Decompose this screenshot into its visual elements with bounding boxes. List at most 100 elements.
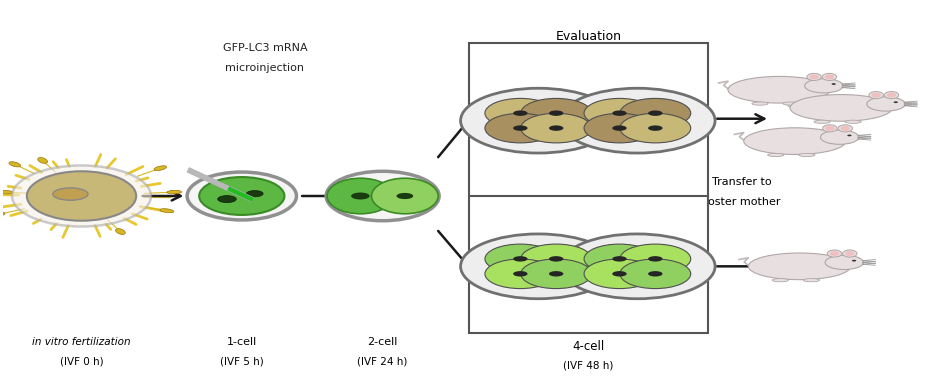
Ellipse shape [326,171,439,221]
Ellipse shape [485,113,555,143]
Ellipse shape [0,212,5,217]
Ellipse shape [752,102,768,105]
Ellipse shape [612,271,626,276]
Ellipse shape [53,188,88,200]
Text: foster mother: foster mother [704,197,780,207]
Ellipse shape [327,178,393,214]
Ellipse shape [648,271,663,276]
Ellipse shape [549,125,564,131]
Text: 4-cell: 4-cell [572,340,605,353]
Ellipse shape [825,74,834,80]
Ellipse shape [372,178,438,214]
FancyBboxPatch shape [469,44,707,333]
Ellipse shape [514,271,528,276]
Ellipse shape [648,125,663,131]
Ellipse shape [620,259,691,289]
Ellipse shape [560,88,715,153]
Ellipse shape [521,113,592,143]
Ellipse shape [825,126,834,131]
Ellipse shape [0,191,13,194]
Ellipse shape [843,85,847,87]
Ellipse shape [549,271,564,276]
Ellipse shape [790,94,892,121]
Ellipse shape [246,191,263,197]
Ellipse shape [831,83,836,85]
Ellipse shape [521,244,592,274]
Ellipse shape [841,126,850,131]
Ellipse shape [612,111,626,116]
Ellipse shape [460,88,616,153]
Ellipse shape [838,125,853,132]
Ellipse shape [620,98,691,128]
Ellipse shape [858,136,863,138]
Ellipse shape [612,256,626,261]
Ellipse shape [620,113,691,143]
Text: Transfer to: Transfer to [712,178,772,187]
Ellipse shape [154,166,167,171]
Ellipse shape [863,262,868,263]
Ellipse shape [871,93,881,98]
Text: (IVF 0 h): (IVF 0 h) [60,356,103,367]
Ellipse shape [728,76,830,103]
Ellipse shape [560,234,715,299]
Ellipse shape [159,209,173,213]
Text: Poor: Poor [487,215,514,228]
Ellipse shape [27,171,136,221]
Ellipse shape [485,98,555,128]
Text: 2-cell: 2-cell [367,337,398,347]
Ellipse shape [814,120,830,123]
Ellipse shape [584,259,655,289]
Text: 1-cell: 1-cell [226,337,257,347]
Ellipse shape [584,98,655,128]
Ellipse shape [187,172,296,220]
Ellipse shape [905,103,910,105]
Ellipse shape [514,111,528,116]
Ellipse shape [549,111,564,116]
Ellipse shape [620,244,691,274]
Ellipse shape [820,130,858,144]
Ellipse shape [894,101,898,103]
Ellipse shape [843,250,857,257]
Ellipse shape [845,120,861,123]
Ellipse shape [804,79,843,93]
Text: Evaluation: Evaluation [555,30,622,43]
Ellipse shape [218,196,236,203]
Text: microinjection: microinjection [226,63,305,73]
Ellipse shape [612,125,626,131]
Ellipse shape [829,251,839,256]
Ellipse shape [37,158,48,163]
Ellipse shape [584,113,655,143]
Ellipse shape [884,92,898,99]
Ellipse shape [116,229,125,234]
Ellipse shape [199,177,284,215]
Ellipse shape [845,251,855,256]
Ellipse shape [783,102,799,105]
Ellipse shape [799,153,815,156]
Ellipse shape [521,259,592,289]
Ellipse shape [825,255,863,270]
Ellipse shape [460,234,616,299]
Ellipse shape [648,256,663,261]
Text: (IVF 24 h): (IVF 24 h) [358,356,408,367]
Ellipse shape [867,97,905,111]
Ellipse shape [648,111,663,116]
Ellipse shape [514,256,528,261]
Ellipse shape [9,162,21,167]
Ellipse shape [351,192,370,200]
Ellipse shape [773,279,788,282]
Ellipse shape [828,250,842,257]
Ellipse shape [549,256,564,261]
Ellipse shape [485,244,555,274]
Text: GFP-LC3 mRNA: GFP-LC3 mRNA [223,44,308,53]
Ellipse shape [822,73,837,80]
Ellipse shape [167,191,182,194]
Text: (IVF 5 h): (IVF 5 h) [220,356,264,367]
Ellipse shape [768,153,784,156]
Ellipse shape [847,134,852,136]
Text: (IVF 48 h): (IVF 48 h) [563,360,613,370]
Ellipse shape [748,253,851,279]
Ellipse shape [823,125,837,132]
Ellipse shape [396,193,413,199]
Ellipse shape [803,279,819,282]
Ellipse shape [744,128,846,154]
